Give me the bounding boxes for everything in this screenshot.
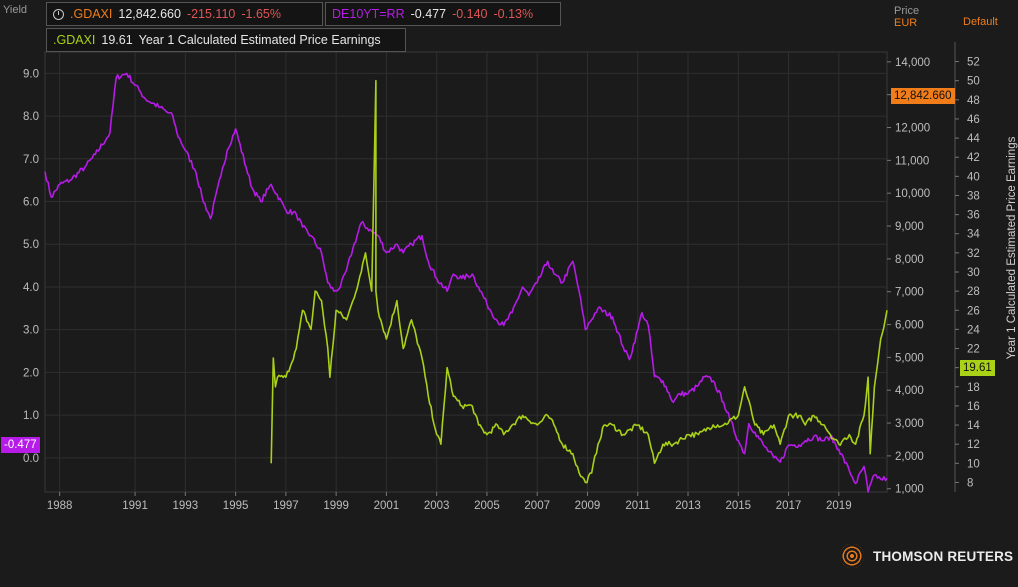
legend-gdaxi-value: 12,842.660 (118, 7, 181, 21)
y-right-tick-label: 52 (967, 57, 980, 69)
y-mid-tick-label: 5,000 (895, 352, 924, 364)
y-mid-tick-label: 8,000 (895, 254, 924, 266)
x-tick-label: 2011 (625, 500, 650, 512)
y-mid-tick-label: 6,000 (895, 320, 924, 332)
y-right-tick-label: 48 (967, 95, 980, 107)
y-mid-tick-label: 1,000 (895, 484, 924, 496)
y-mid-tick-label: 10,000 (895, 188, 930, 200)
price-last-tag: 12,842.660 (891, 88, 955, 104)
y-left-tick-label: 3.0 (23, 325, 39, 337)
x-tick-label: 2019 (826, 500, 852, 512)
x-tick-label: 2001 (374, 500, 400, 512)
y-right-tick-label: 22 (967, 344, 980, 356)
y-mid-tick-label: 2,000 (895, 451, 924, 463)
brand: THOMSON REUTERS (840, 544, 1013, 568)
y-right-tick-label: 14 (967, 420, 980, 432)
legend-bund-pct: -0.13% (493, 7, 534, 21)
x-tick-label: 1999 (323, 500, 349, 512)
legend-gdaxi-change: -215.110 (186, 7, 236, 21)
brand-name: THOMSON REUTERS (873, 548, 1014, 564)
legend-pe-value: 19.61 (101, 33, 133, 47)
y-left-tick-label: 4.0 (23, 282, 39, 294)
y-right-tick-label: 8 (967, 477, 973, 489)
y-left-tick-label: 7.0 (23, 154, 39, 166)
y-left-tick-label: 9.0 (23, 68, 39, 80)
legend-gdaxi[interactable]: .GDAXI 12,842.660 -215.110 -1.65% (46, 2, 323, 26)
x-tick-label: 2005 (474, 500, 500, 512)
y-mid-tick-label: 7,000 (895, 287, 924, 299)
y-right-tick-label: 16 (967, 401, 980, 413)
legend-bund-ric: DE10YT=RR (332, 7, 405, 21)
y-mid-tick-label: 12,000 (895, 123, 930, 135)
left-axis-title: Yield (3, 4, 28, 16)
y-left-tick-label: 5.0 (23, 239, 39, 251)
y-left-tick-label: 6.0 (23, 197, 39, 209)
y-right-tick-label: 10 (967, 458, 980, 470)
y-right-tick-label: 50 (967, 76, 980, 88)
series-line-de10ytrr (44, 72, 888, 493)
legend-pe-label: Year 1 Calculated Estimated Price Earnin… (138, 33, 381, 47)
x-tick-label: 2009 (575, 500, 601, 512)
thomson-reuters-logo-icon (840, 544, 864, 568)
y-right-axis-label: Year 1 Calculated Estimated Price Earnin… (1006, 136, 1018, 359)
y-right-tick-label: 44 (967, 133, 980, 145)
x-tick-label: 2013 (675, 500, 701, 512)
y-right-tick-label: 36 (967, 210, 980, 222)
y-mid-tick-label: 4,000 (895, 385, 924, 397)
y-right-tick-label: 30 (967, 267, 980, 279)
x-tick-label: 1995 (223, 500, 249, 512)
legend-gdaxi-pct: -1.65% (241, 7, 281, 21)
legend-bund-value: -0.477 (410, 7, 447, 21)
y-mid-tick-label: 9,000 (895, 221, 924, 233)
y-right-tick-label: 12 (967, 439, 980, 451)
price-axis-title: Price (894, 5, 920, 17)
x-tick-label: 1991 (122, 500, 148, 512)
series-line-gdaxi (270, 79, 888, 484)
price-axis-unit: EUR (894, 17, 918, 29)
x-tick-label: 2015 (725, 500, 751, 512)
y-right-tick-label: 32 (967, 248, 980, 260)
x-tick-label: 1988 (47, 500, 73, 512)
x-tick-label: 2003 (424, 500, 450, 512)
y-right-tick-label: 40 (967, 171, 980, 183)
y-right-tick-label: 24 (967, 324, 980, 336)
x-tick-label: 1997 (273, 500, 299, 512)
y-right-tick-label: 26 (967, 305, 980, 317)
legend-gdaxi-ric: .GDAXI (70, 7, 113, 21)
x-tick-label: 2007 (524, 500, 550, 512)
y-left-tick-label: 1.0 (23, 410, 39, 422)
y-right-tick-label: 46 (967, 114, 980, 126)
pe-last-tag: 19.61 (960, 360, 995, 376)
yield-last-tag: -0.477 (1, 437, 40, 453)
plot-area (44, 51, 888, 493)
y-left-tick-label: 8.0 (23, 111, 39, 123)
legend-pe-ric: .GDAXI (53, 33, 96, 47)
y-right-tick-label: 34 (967, 229, 980, 241)
y-left-tick-label: 2.0 (23, 367, 39, 379)
x-tick-label: 2017 (776, 500, 802, 512)
y-right-tick-label: 28 (967, 286, 980, 298)
y-right-tick-label: 18 (967, 382, 980, 394)
legend-bund-change: -0.140 (452, 7, 488, 21)
y-mid-tick-label: 3,000 (895, 418, 924, 430)
y-mid-tick-label: 14,000 (895, 57, 930, 69)
legend-pe[interactable]: .GDAXI 19.61 Year 1 Calculated Estimated… (46, 28, 406, 52)
legend-bund[interactable]: DE10YT=RR -0.477 -0.140 -0.13% (325, 2, 561, 26)
y-left-tick-label: 0.0 (23, 453, 39, 465)
right-axis-title: Default (963, 16, 998, 28)
x-tick-label: 1993 (173, 500, 199, 512)
y-right-tick-label: 42 (967, 152, 980, 164)
y-mid-tick-label: 11,000 (895, 155, 929, 167)
y-right-tick-label: 38 (967, 190, 980, 202)
clock-icon (53, 8, 64, 20)
